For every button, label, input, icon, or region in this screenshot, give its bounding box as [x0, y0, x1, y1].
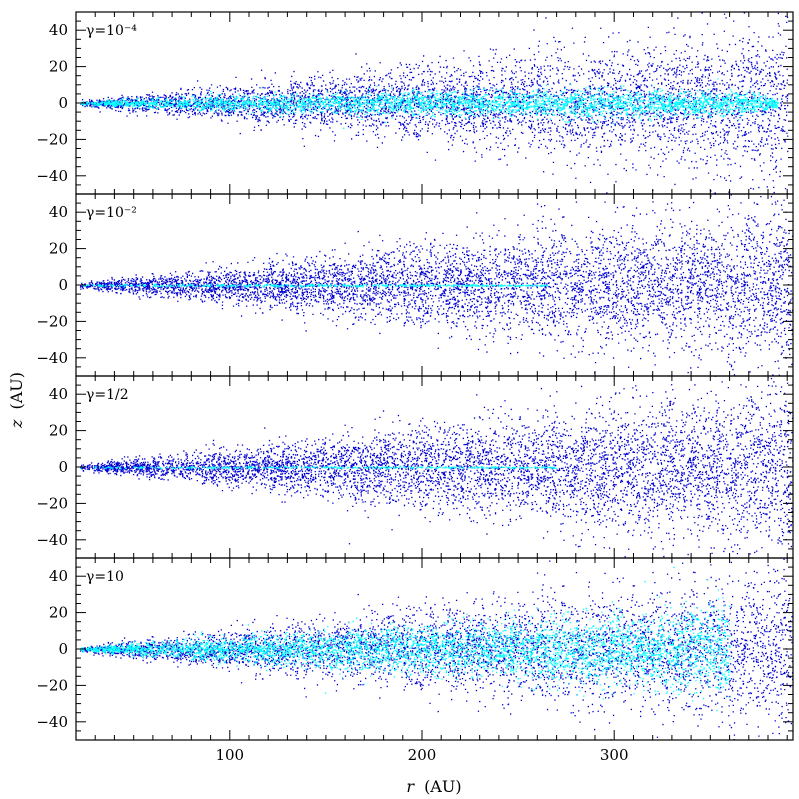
x-axis-var: r — [406, 777, 415, 796]
series-2 — [80, 465, 557, 470]
panel-3-ticks — [75, 375, 793, 559]
panel-label: γ=10⁻² — [86, 205, 137, 221]
y-tick-label: 0 — [58, 640, 68, 658]
panel-1-points — [80, 12, 789, 194]
series-1-points — [79, 194, 793, 376]
series-2 — [82, 283, 549, 288]
x-axis-label: r (AU) — [406, 777, 461, 796]
y-tick-label: −20 — [36, 494, 68, 512]
panel-label: γ=10 — [86, 569, 124, 585]
x-tick-label: 300 — [600, 746, 629, 764]
x-tick-label: 200 — [408, 746, 437, 764]
y-tick-label: −40 — [36, 349, 68, 367]
panel-4-points — [79, 558, 793, 740]
y-tick-label: 20 — [49, 58, 68, 76]
y-tick-label: 40 — [49, 203, 68, 221]
panel-label: γ=1/2 — [86, 387, 129, 403]
series-1 — [80, 376, 793, 558]
panel-4: 40 20 0 −20 −40 γ=10 — [36, 557, 794, 741]
y-tick-label: −20 — [36, 312, 68, 330]
x-axis: 100 200 300 r (AU) — [215, 746, 628, 796]
panel-4-ticks — [75, 557, 793, 741]
y-tick-label: 40 — [49, 21, 68, 39]
x-axis-unit: (AU) — [424, 777, 462, 796]
series-2 — [80, 78, 779, 130]
panels: 40 20 0 −20 −40 γ=10⁻⁴ 40 20 0 −20 −40 γ=10⁻² 40 20 0 −… — [36, 11, 794, 741]
series-1 — [79, 194, 793, 376]
y-tick-label: −40 — [36, 531, 68, 549]
series-1-points — [80, 12, 789, 194]
y-axis-var: z — [7, 419, 26, 429]
y-axis-label: z (AU) — [7, 372, 26, 429]
x-tick-labels: 100 200 300 — [215, 746, 628, 764]
series-2-points — [82, 283, 549, 288]
panel-2-points — [79, 194, 793, 376]
panel-1-ticks — [75, 11, 793, 195]
y-tick-label: −20 — [36, 676, 68, 694]
panel-label: γ=10⁻⁴ — [86, 23, 137, 39]
panel-2: 40 20 0 −20 −40 γ=10⁻² — [36, 193, 794, 377]
y-axis-unit: (AU) — [7, 372, 26, 410]
y-tick-label: −40 — [36, 713, 68, 731]
series-2-points — [80, 465, 557, 470]
y-tick-label: −20 — [36, 130, 68, 148]
series-1 — [80, 12, 789, 194]
y-tick-label: 20 — [49, 240, 68, 258]
y-tick-label: 20 — [49, 604, 68, 622]
y-tick-label: 0 — [58, 94, 68, 112]
panel-2-ticks — [75, 193, 793, 377]
series-2-points — [80, 78, 779, 130]
y-tick-label: 0 — [58, 276, 68, 294]
panel-frame — [75, 193, 794, 377]
panel-frame — [75, 375, 794, 559]
series-2-points — [80, 566, 731, 712]
y-tick-label: 40 — [49, 567, 68, 585]
panel-3: 40 20 0 −20 −40 γ=1/2 — [36, 375, 794, 559]
y-tick-label: 40 — [49, 385, 68, 403]
series-2 — [80, 566, 731, 712]
panel-1: 40 20 0 −20 −40 γ=10⁻⁴ — [36, 11, 794, 195]
x-tick-label: 100 — [215, 746, 244, 764]
panel-3-points — [80, 376, 793, 558]
y-tick-label: 20 — [49, 422, 68, 440]
series-1-points — [80, 376, 793, 558]
y-tick-label: −40 — [36, 167, 68, 185]
y-tick-label: 0 — [58, 458, 68, 476]
